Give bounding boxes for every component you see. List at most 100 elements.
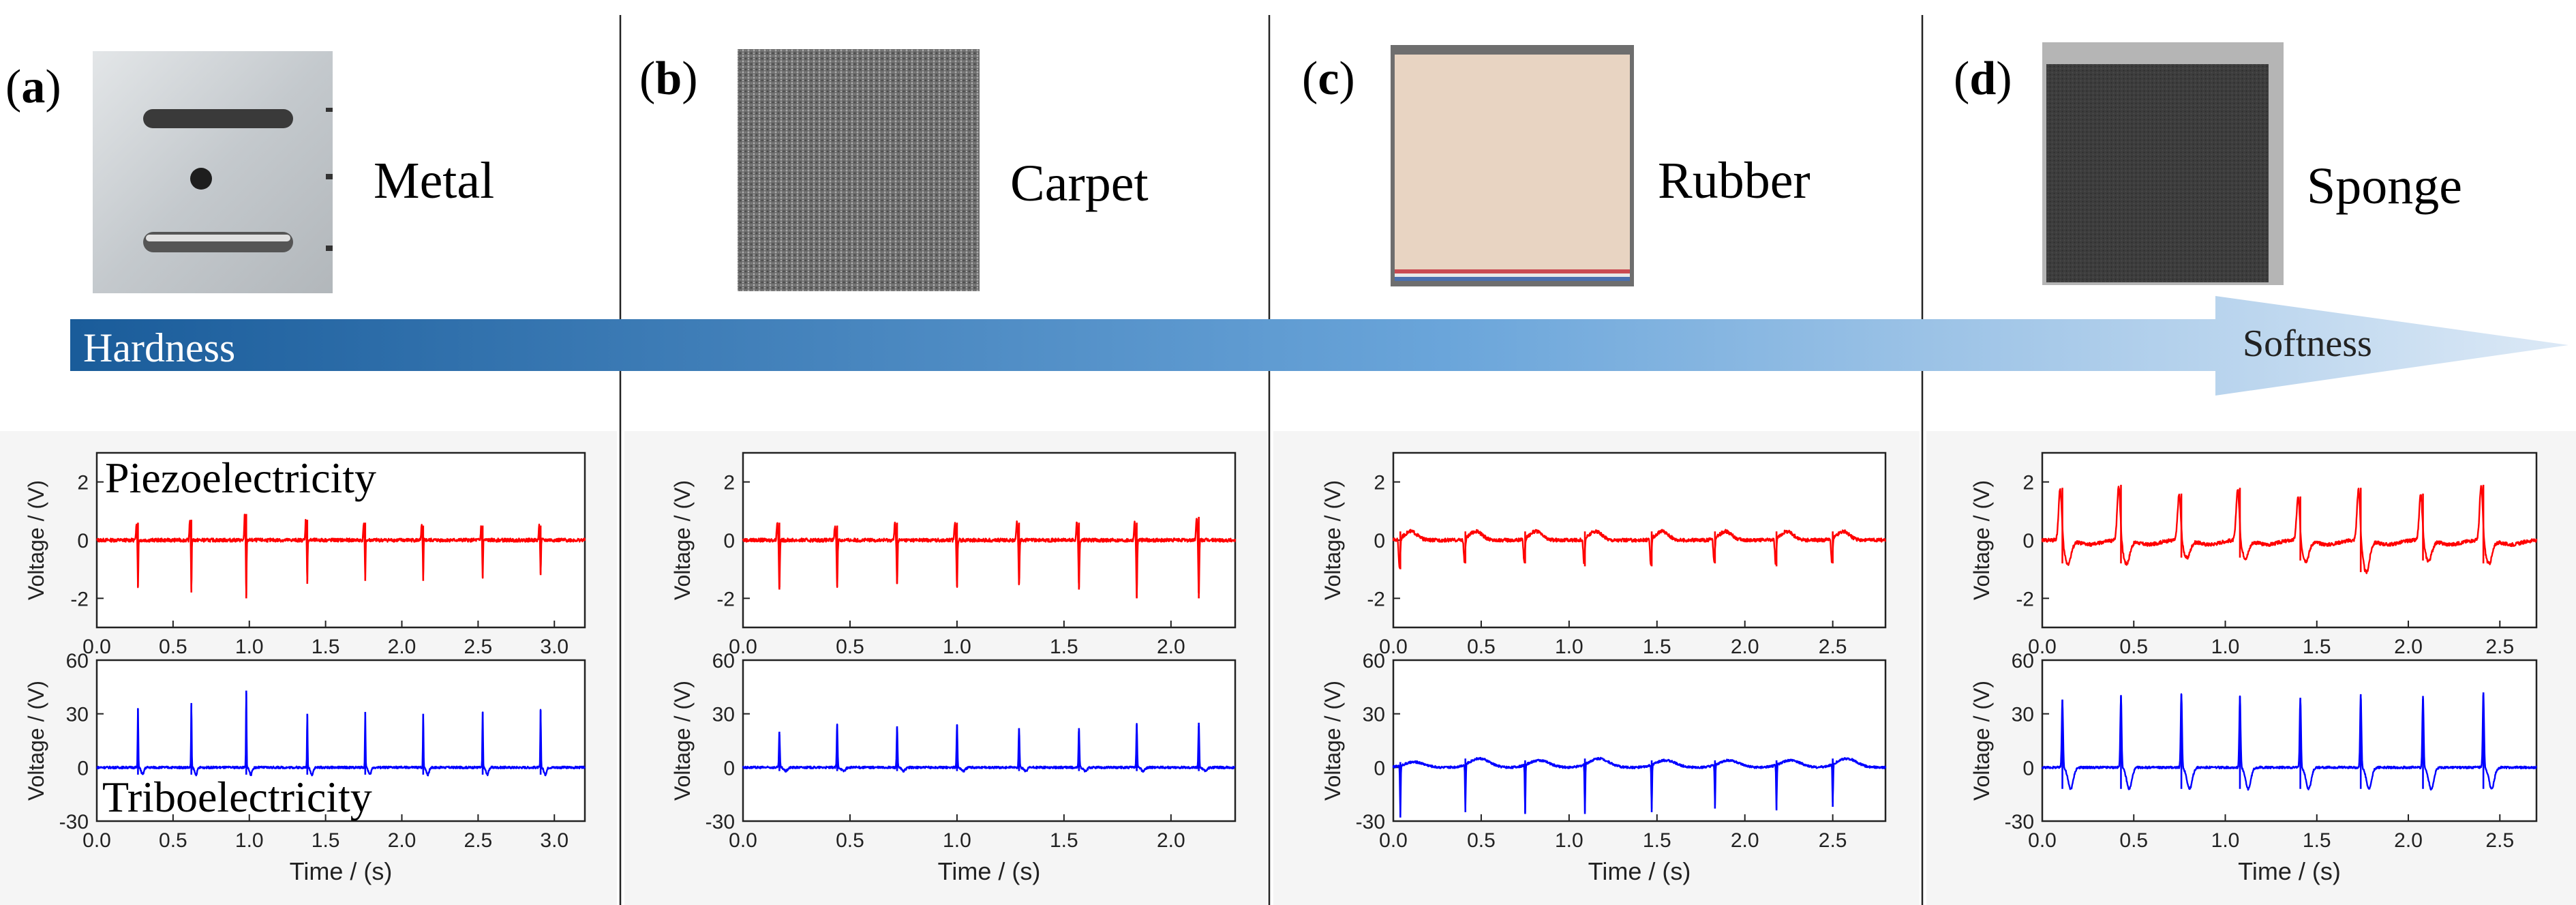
- y-tick-label: 2: [2022, 472, 2034, 494]
- y-axis-label: Voltage / (V): [24, 480, 48, 600]
- y-tick-label: 0: [2022, 757, 2034, 780]
- panel-d-letter: (d): [1954, 53, 2012, 105]
- y-tick-label: -30: [706, 811, 735, 833]
- x-tick-label: 2.5: [464, 636, 493, 658]
- chart-d-triboelectricity: 0.0 0.5 1.0 1.5 2.0 2.5 -30 0 30 60 Voltage / (V) T…: [1969, 650, 2538, 885]
- panel-b-letter: (b): [639, 53, 698, 105]
- y-tick-label: -30: [2005, 811, 2034, 833]
- y-tick-label: 2: [77, 472, 89, 494]
- panel-c-letter: (c): [1302, 53, 1355, 105]
- y-axis-label: Voltage / (V): [670, 480, 695, 600]
- series-line-tribo: [2041, 692, 2537, 791]
- x-tick-label: 0.5: [836, 636, 864, 658]
- y-tick-label: 60: [712, 650, 735, 672]
- y-tick-label: -30: [1356, 811, 1385, 833]
- x-tick-label: 2.0: [388, 636, 416, 658]
- plot-frame: [2041, 659, 2538, 822]
- x-axis-label: Time / (s): [290, 857, 393, 885]
- x-tick-label: 0.0: [2028, 829, 2057, 852]
- y-tick-label: 0: [77, 757, 89, 780]
- chart-a-piezoelectricity: 0.0 0.5 1.0 1.5 2.0 2.5 3.0 -2 0 2 Voltage / (V): [24, 451, 586, 658]
- y-tick-label: 30: [2012, 704, 2034, 726]
- x-tick-label: 0.0: [729, 829, 757, 852]
- y-tick-label: 0: [723, 757, 735, 780]
- plot-frame: [95, 659, 586, 822]
- x-tick-label: 1.0: [1555, 636, 1584, 658]
- x-tick-label: 0.5: [159, 636, 187, 658]
- x-tick-label: 2.0: [1157, 829, 1185, 852]
- series-line-tribo: [96, 692, 586, 777]
- x-tick-label: 2.0: [2394, 636, 2423, 658]
- x-tick-label: 1.5: [1643, 829, 1671, 852]
- y-tick-label: 60: [1363, 650, 1385, 672]
- y-tick-label: 0: [723, 530, 735, 552]
- x-tick-label: 0.5: [2119, 636, 2148, 658]
- y-axis-label: Voltage / (V): [1969, 480, 1994, 600]
- y-tick-label: 0: [1374, 757, 1385, 780]
- x-tick-label: 1.0: [2211, 829, 2240, 852]
- x-tick-label: 0.5: [836, 829, 864, 852]
- series-line-piezo: [95, 514, 586, 597]
- x-tick-label: 1.5: [312, 829, 340, 852]
- x-tick-label: 2.0: [1731, 636, 1759, 658]
- y-tick-label: -2: [1367, 588, 1385, 610]
- x-tick-label: 2.0: [2394, 829, 2423, 852]
- material-label-sponge: Sponge: [2307, 158, 2462, 215]
- x-tick-label: 1.5: [1050, 636, 1078, 658]
- y-tick-label: 30: [66, 704, 89, 726]
- y-tick-label: 60: [66, 650, 89, 672]
- x-tick-label: 0.5: [159, 829, 187, 852]
- x-tick-label: 2.5: [2485, 829, 2514, 852]
- y-tick-label: 2: [723, 472, 735, 494]
- material-label-rubber: Rubber: [1658, 152, 1810, 209]
- x-tick-label: 2.5: [1819, 829, 1847, 852]
- x-tick-label: 1.0: [2211, 636, 2240, 658]
- y-tick-label: 60: [2012, 650, 2034, 672]
- y-tick-label: 0: [2022, 530, 2034, 552]
- panel-a-header: (a) Metal: [5, 51, 494, 293]
- x-tick-label: 2.0: [1731, 829, 1759, 852]
- x-tick-label: 2.0: [388, 829, 416, 852]
- carpet-photo: [738, 49, 980, 291]
- x-tick-label: 2.5: [2485, 636, 2514, 658]
- x-tick-label: 1.5: [2303, 829, 2331, 852]
- y-tick-label: 0: [77, 530, 89, 552]
- panel-c-header: (c) Rubber: [1302, 45, 1810, 286]
- x-tick-label: 1.5: [1643, 636, 1671, 658]
- chart-b-triboelectricity: 0.0 0.5 1.0 1.5 2.0 -30 0 30 60 Voltage / (V) Time…: [670, 650, 1237, 885]
- series-line-tribo: [742, 723, 1236, 773]
- x-tick-label: 3.0: [540, 829, 569, 852]
- y-tick-label: 0: [1374, 530, 1385, 552]
- x-axis-label: Time / (s): [938, 857, 1041, 885]
- x-tick-label: 0.0: [729, 636, 757, 658]
- y-tick-label: -2: [716, 588, 735, 610]
- material-label-metal: Metal: [374, 152, 494, 209]
- x-tick-label: 1.0: [235, 829, 264, 852]
- x-tick-label: 1.0: [1555, 829, 1584, 852]
- chart-c-triboelectricity: 0.0 0.5 1.0 1.5 2.0 2.5 -30 0 30 60 Voltage / (V) T…: [1320, 650, 1887, 885]
- series-line-tribo: [1392, 756, 1887, 817]
- chart-c-piezoelectricity: 0.0 0.5 1.0 1.5 2.0 2.5 -2 0 2 Voltage / (V): [1320, 451, 1887, 658]
- y-axis-label: Voltage / (V): [1320, 480, 1345, 600]
- hardness-softness-arrow: Hardness Softness: [70, 296, 2569, 396]
- panel-b-header: (b) Carpet: [639, 49, 1149, 291]
- series-line-piezo: [742, 518, 1237, 598]
- x-tick-label: 0.5: [1467, 636, 1496, 658]
- plot-frame: [1392, 659, 1887, 822]
- x-tick-label: 3.0: [540, 636, 569, 658]
- y-tick-label: 2: [1374, 472, 1385, 494]
- triboelectricity-label: Triboelectricity: [102, 773, 372, 821]
- x-tick-label: 1.0: [943, 829, 971, 852]
- x-tick-label: 0.5: [1467, 829, 1496, 852]
- y-axis-label: Voltage / (V): [24, 681, 48, 801]
- metal-photo: [93, 51, 333, 293]
- x-tick-label: 1.5: [2303, 636, 2331, 658]
- y-tick-label: -2: [2016, 588, 2034, 610]
- x-axis-label: Time / (s): [1588, 857, 1691, 885]
- x-tick-label: 0.0: [1379, 829, 1408, 852]
- x-axis-label: Time / (s): [2238, 857, 2341, 885]
- y-tick-label: -2: [70, 588, 89, 610]
- x-tick-label: 2.5: [1819, 636, 1847, 658]
- y-tick-label: 30: [1363, 704, 1385, 726]
- y-axis-label: Voltage / (V): [1320, 681, 1345, 801]
